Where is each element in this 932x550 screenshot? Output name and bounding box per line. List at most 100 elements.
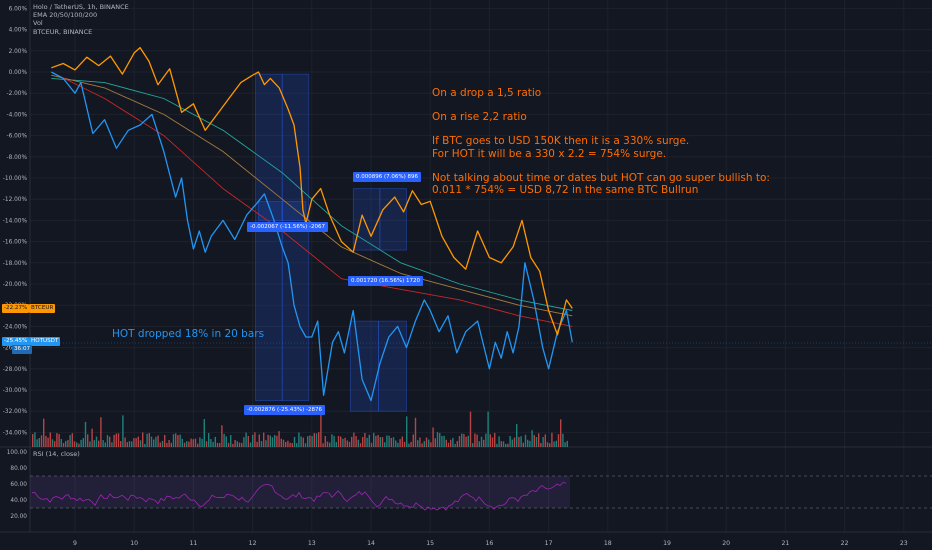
volume-bar <box>225 436 227 447</box>
volume-bar <box>172 434 175 447</box>
annotation-line-4[interactable]: For HOT it will be a 330 x 2.2 = 754% su… <box>432 148 667 160</box>
volume-bar <box>302 437 304 447</box>
volume-bar <box>291 443 293 447</box>
volume-bar <box>60 438 62 447</box>
volume-bar <box>87 434 89 447</box>
price-tick-label: -6.00% <box>6 134 27 140</box>
rsi-tick-label: 80.00 <box>10 466 27 472</box>
volume-bar <box>395 440 397 447</box>
volume-bar <box>78 443 80 447</box>
volume-bar <box>58 434 60 447</box>
time-tick-label: 10 <box>130 540 138 547</box>
volume-bar <box>458 436 461 447</box>
volume-bar <box>208 433 210 447</box>
chart-grid <box>0 0 932 533</box>
volume-bar <box>247 436 249 447</box>
volume-bar <box>245 432 247 447</box>
price-tick-label: -2.00% <box>6 91 27 97</box>
volume-bar <box>221 425 223 447</box>
measure-label-2[interactable]: -0.002876 (-25.43%) -2876 <box>244 405 325 415</box>
time-tick-label: 23 <box>900 540 908 547</box>
volume-bar <box>34 432 36 447</box>
volume-bar <box>51 439 54 447</box>
rsi-band <box>30 476 570 508</box>
volume-bar <box>214 436 216 447</box>
volume-bar <box>104 442 106 447</box>
volume-bar <box>364 432 366 447</box>
volume-bar <box>197 443 199 447</box>
volume-bar <box>425 437 428 447</box>
annotation-line-1[interactable]: On a drop a 1,5 ratio <box>432 87 542 99</box>
time-tick-label: 15 <box>426 540 434 547</box>
volume-bar <box>43 418 45 447</box>
volume-bar <box>181 438 183 447</box>
volume-bar <box>73 441 76 447</box>
volume-bar <box>366 437 368 447</box>
hot-drop-note[interactable]: HOT dropped 18% in 20 bars <box>112 328 265 340</box>
price-tick-label: -16.00% <box>3 240 28 246</box>
volume-bar <box>238 442 241 447</box>
volume-bar <box>267 434 269 447</box>
volume-bar <box>227 442 230 447</box>
legend-title: Holo / TetherUS, 1h, BINANCE <box>33 3 129 11</box>
volume-bar <box>223 433 225 447</box>
volume-bar <box>122 415 124 447</box>
volume-bar <box>166 443 168 447</box>
volume-bar <box>500 441 502 447</box>
volume-bar <box>155 436 157 447</box>
volume-bar <box>392 437 395 447</box>
volume-bar <box>333 435 335 447</box>
rsi-tick-label: 60.00 <box>10 482 27 488</box>
volume-bar <box>401 436 403 447</box>
volume-bar <box>175 433 177 447</box>
annotation-line-3[interactable]: If BTC goes to USD 150K then it is a 330… <box>432 135 690 147</box>
volume-bar <box>408 443 410 447</box>
volume-bar <box>54 441 56 447</box>
volume-bar <box>153 439 155 447</box>
volume-bar <box>478 441 480 447</box>
volume-bar <box>89 441 91 447</box>
volume-bar <box>337 435 340 447</box>
volume-bar <box>36 439 38 447</box>
volume-bar <box>447 442 450 447</box>
volume-bar <box>485 433 487 447</box>
annotation-line-5[interactable]: Not talking about time or dates but HOT … <box>432 172 770 184</box>
measure-label-1[interactable]: -0.002067 (-11.56%) -2067 <box>247 222 328 232</box>
volume-bar <box>38 437 40 447</box>
volume-bar <box>469 411 472 447</box>
volume-bar <box>320 406 322 447</box>
volume-bar <box>102 439 104 447</box>
legend-ema[interactable]: EMA 20/50/100/200 <box>33 11 98 20</box>
volume-bar <box>524 434 527 447</box>
measure-label-3[interactable]: 0.000896 (7.06%) 896 <box>353 172 422 182</box>
volume-bar <box>276 435 278 447</box>
legend-vol[interactable]: Vol <box>33 19 43 28</box>
volume-bar <box>199 437 201 447</box>
volume-bar <box>95 436 98 447</box>
time-tick-label: 14 <box>367 540 375 547</box>
volume-bar <box>300 436 302 447</box>
volume-bar <box>445 439 447 447</box>
volume-bar <box>498 436 500 447</box>
volume-bar <box>560 419 562 447</box>
legend-compare[interactable]: BTCEUR, BINANCE <box>33 27 93 36</box>
volume-bar <box>480 436 483 447</box>
annotation-line-6[interactable]: 0.011 * 754% = USD 8,72 in the same BTC … <box>432 184 699 196</box>
rsi-tick-label: 20.00 <box>10 514 27 520</box>
rsi-label[interactable]: RSI (14, close) <box>33 450 80 458</box>
measure-label-4[interactable]: 0.001720 (16.56%) 1720 <box>348 276 423 286</box>
volume-bar <box>282 439 285 447</box>
time-tick-label: 19 <box>663 540 671 547</box>
volume-bar <box>170 442 172 447</box>
annotation-line-2[interactable]: On a rise 2,2 ratio <box>432 111 527 123</box>
volume-bar <box>533 435 535 447</box>
volume-bar <box>278 431 280 447</box>
volume-bar <box>511 439 513 447</box>
volume-bar <box>56 433 58 447</box>
volume-bar <box>522 442 524 447</box>
volume-bar <box>139 440 142 447</box>
time-tick-label: 18 <box>604 540 612 547</box>
volume-bar <box>183 442 186 447</box>
volume-bar <box>100 417 102 447</box>
